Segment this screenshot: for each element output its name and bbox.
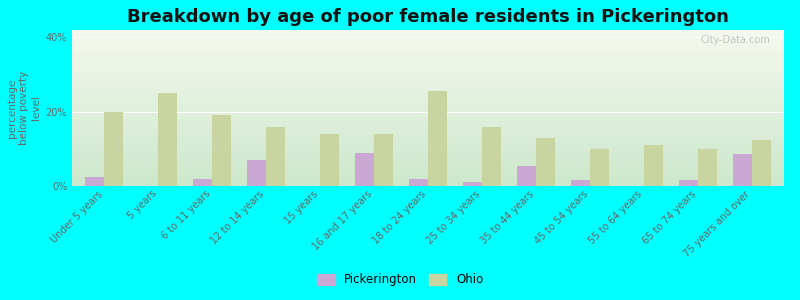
Bar [247,160,266,186]
Bar [409,178,428,186]
Bar [679,180,698,186]
Bar [590,149,609,186]
Bar [571,180,590,186]
Bar [698,149,717,186]
Bar [320,134,339,186]
Y-axis label: percentage
below poverty
level: percentage below poverty level [6,71,42,145]
Bar [733,154,752,186]
Bar [644,145,662,186]
Bar [355,153,374,186]
Bar [158,93,177,186]
Bar [536,138,554,186]
Bar [374,134,393,186]
Bar [212,116,231,186]
Bar [428,91,447,186]
Bar [482,127,501,186]
Bar [266,127,285,186]
Title: Breakdown by age of poor female residents in Pickerington: Breakdown by age of poor female resident… [127,8,729,26]
Bar [194,178,212,186]
Text: City-Data.com: City-Data.com [700,35,770,45]
Bar [463,182,482,186]
Bar [752,140,770,186]
Legend: Pickerington, Ohio: Pickerington, Ohio [312,269,488,291]
Bar [517,166,536,186]
Bar [104,112,123,186]
Bar [86,177,104,186]
